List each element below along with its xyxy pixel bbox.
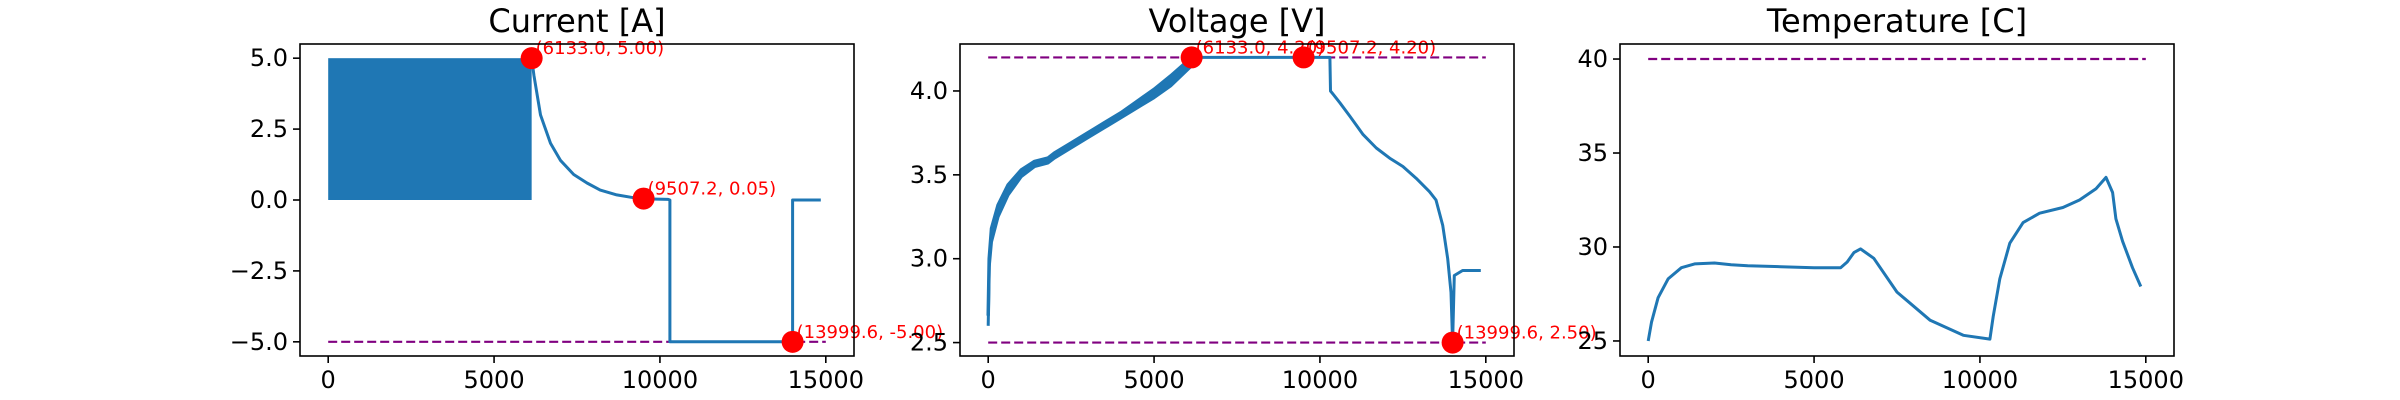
current-y-tick-label: 5.0: [250, 44, 288, 72]
voltage-pulse-envelope: [988, 57, 1192, 326]
temperature-series-line-0: [1646, 175, 2143, 342]
current-series-line-0: [530, 58, 821, 344]
voltage-y-tick-label: 2.5: [910, 329, 948, 357]
voltage-y-tick-label: 3.0: [910, 245, 948, 273]
voltage-x-tick-label: 15000: [1448, 366, 1524, 394]
current-subplot: Current [A](6133.0, 5.00) (9507.2, 0.05) (…: [230, 2, 943, 394]
current-x-tick-label: 15000: [788, 366, 864, 394]
current-marker-label-2: (13999.6, -5.00): [797, 322, 944, 343]
voltage-plot-area: [986, 55, 1486, 345]
voltage-y-tick-label: 3.5: [910, 161, 948, 189]
voltage-marker-1: [1292, 46, 1315, 69]
current-marker-label-0: (6133.0, 5.00): [536, 38, 665, 59]
temperature-chart-title: Temperature [C]: [1766, 2, 2027, 40]
voltage-marker-label-2: (13999.6, 2.50): [1457, 323, 1597, 344]
current-marker-2: [781, 330, 804, 353]
temperature-x-tick-label: 5000: [1784, 366, 1845, 394]
voltage-x-tick-label: 0: [981, 366, 996, 394]
current-chart-title: Current [A]: [488, 2, 665, 40]
temperature-y-tick-label: 30: [1577, 233, 1608, 261]
voltage-series-line-1: [986, 56, 1193, 316]
voltage-marker-label-1: (9507.2, 4.20): [1308, 37, 1437, 58]
voltage-x-tick-label: 10000: [1282, 366, 1358, 394]
current-pulse-band: [328, 58, 532, 200]
current-marker-0: [520, 47, 543, 70]
voltage-marker-label-0: (6133.0, 4.20): [1196, 37, 1325, 58]
current-marker-1: [632, 187, 655, 210]
temperature-x-tick-label: 0: [1641, 366, 1656, 394]
temperature-y-tick-label: 35: [1577, 139, 1608, 167]
voltage-series-line-0: [986, 55, 1481, 345]
current-plot-area: [328, 58, 826, 344]
voltage-axes-frame: [959, 43, 1515, 357]
current-marker-label-1: (9507.2, 0.05): [648, 179, 777, 200]
temperature-axes-frame: [1619, 43, 2175, 357]
voltage-marker-2: [1441, 331, 1464, 354]
temperature-y-tick-label: 40: [1577, 45, 1608, 73]
temperature-plot-area: [1646, 57, 2146, 342]
current-x-tick-label: 10000: [622, 366, 698, 394]
voltage-chart-title: Voltage [V]: [1148, 2, 1325, 40]
current-y-tick-label: 2.5: [250, 115, 288, 143]
temperature-x-tick-label: 15000: [2108, 366, 2184, 394]
current-y-tick-label: −5.0: [230, 328, 288, 356]
voltage-y-tick-label: 4.0: [910, 77, 948, 105]
voltage-marker-0: [1180, 46, 1203, 69]
temperature-y-tick-label: 25: [1577, 327, 1608, 355]
temperature-x-tick-label: 10000: [1942, 366, 2018, 394]
current-x-tick-label: 0: [321, 366, 336, 394]
current-x-tick-label: 5000: [464, 366, 525, 394]
voltage-subplot: Voltage [V](6133.0, 4.20)(9507.2, 4.20) (…: [910, 2, 1597, 394]
current-y-tick-label: −2.5: [230, 257, 288, 285]
current-y-tick-label: 0.0: [250, 186, 288, 214]
voltage-x-tick-label: 5000: [1124, 366, 1185, 394]
temperature-subplot: Temperature [C] 0 5000 10000 15000 25 30 35 40: [1577, 2, 2184, 394]
